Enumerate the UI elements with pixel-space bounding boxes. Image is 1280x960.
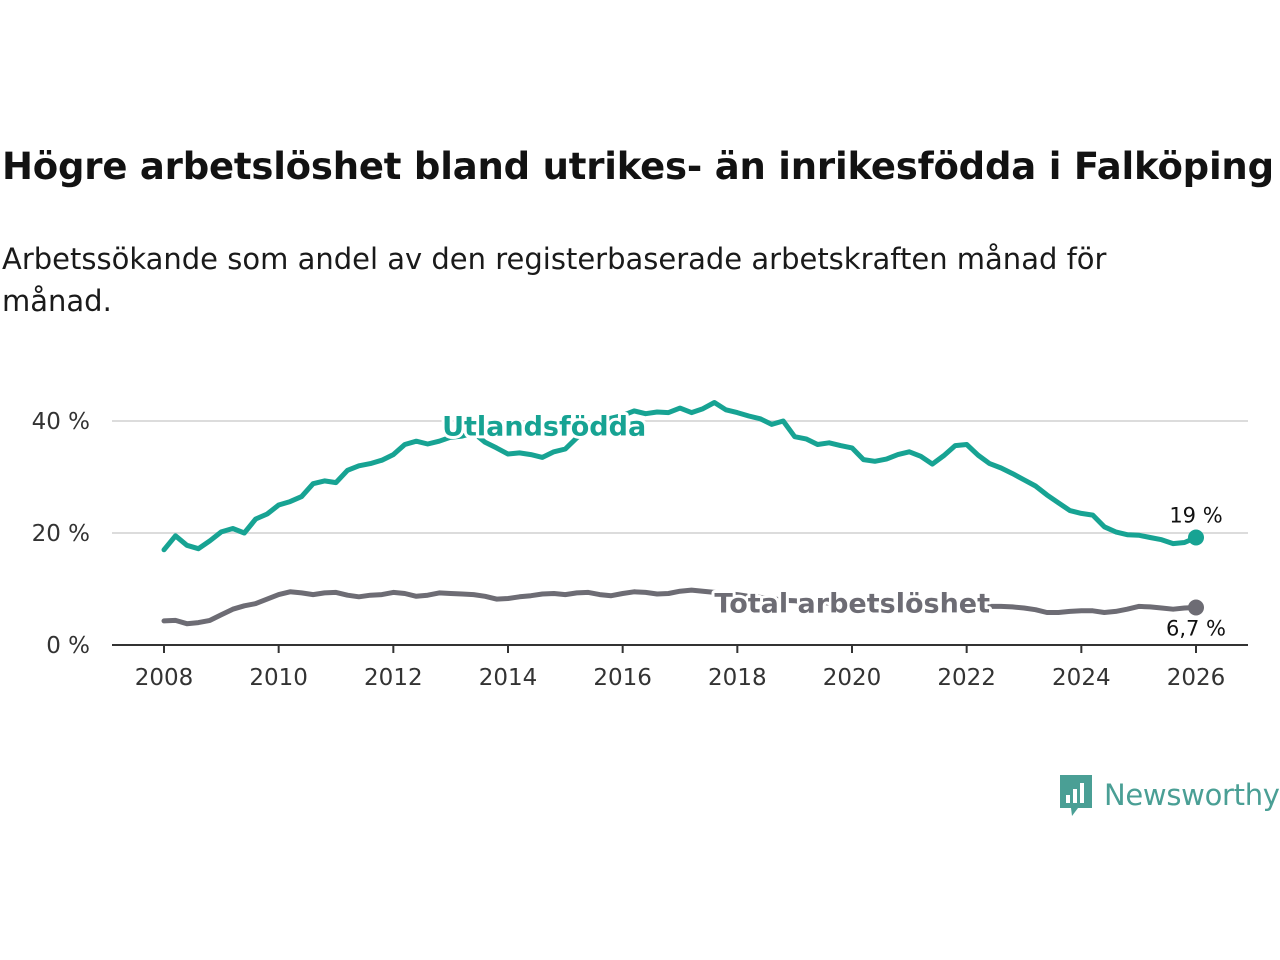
end-value-label-utrikes: 19 %	[1169, 503, 1222, 527]
end-markers: 19 % 6,7 %	[1166, 503, 1226, 640]
series-label-utrikes: Utlandsfödda	[442, 411, 646, 442]
y-tick-label: 0 %	[46, 633, 90, 659]
x-tick-label: 2008	[135, 665, 194, 691]
brand-name: Newsworthy	[1104, 778, 1280, 812]
x-tick-label: 2014	[479, 665, 538, 691]
y-tick-label: 20 %	[32, 521, 90, 547]
gridlines	[112, 420, 1248, 534]
y-axis-ticks: 0 % 20 % 40 %	[32, 409, 90, 659]
x-tick-label: 2010	[249, 665, 308, 691]
x-tick-label: 2012	[364, 665, 423, 691]
series-labels: Utlandsfödda Total arbetslöshet	[439, 408, 993, 622]
end-marker-total	[1188, 599, 1204, 616]
x-tick-label: 2020	[823, 665, 882, 691]
x-axis-ticks: 2008 2010 2012 2014 2016 2018 2020 2022 2024 2026	[112, 644, 1248, 691]
series-lines	[161, 400, 1199, 627]
chart-title: Högre arbetslöshet bland utrikes- än inr…	[2, 145, 1274, 188]
end-marker-utrikes	[1188, 529, 1204, 546]
newsworthy-icon	[1060, 775, 1092, 816]
newsworthy-logo[interactable]: Newsworthy	[1058, 772, 1280, 818]
x-tick-label: 2016	[593, 665, 652, 691]
x-tick-label: 2026	[1167, 665, 1226, 691]
end-value-label-total: 6,7 %	[1166, 616, 1226, 640]
series-line-utrikes	[161, 400, 1199, 553]
x-tick-label: 2018	[708, 665, 767, 691]
y-tick-label: 40 %	[32, 409, 90, 435]
series-line-total	[161, 587, 1199, 627]
x-tick-label: 2024	[1052, 665, 1111, 691]
chart-subtitle: Arbetssökande som andel av den registerb…	[2, 242, 1107, 318]
x-tick-label: 2022	[937, 665, 996, 691]
series-label-total: Total arbetslöshet	[714, 588, 990, 619]
